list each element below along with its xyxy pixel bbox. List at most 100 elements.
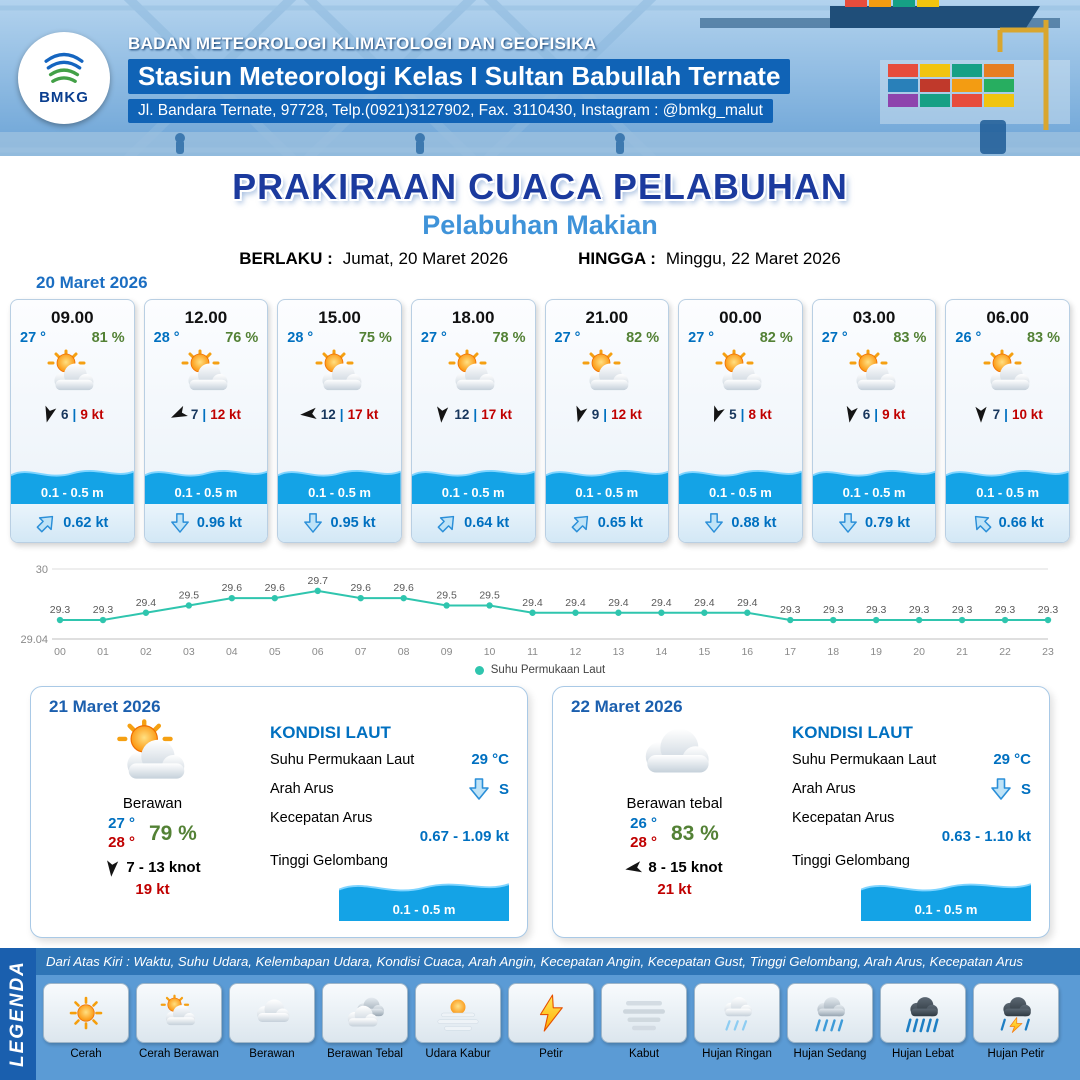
port-illustration (0, 0, 1080, 156)
sst-value: 29 °C (993, 751, 1031, 768)
sst-label: Suhu Permukaan Laut (270, 751, 415, 768)
daily-temp-min: 26 ° (630, 815, 657, 832)
wind-speed: 6 (862, 406, 871, 422)
svg-text:20: 20 (913, 646, 925, 658)
legend-item: Cerah (42, 983, 130, 1060)
wave-icon (545, 469, 669, 504)
wave-height: 0.1 - 0.5 m (709, 485, 772, 500)
light-rain-icon (713, 993, 761, 1033)
svg-text:13: 13 (613, 646, 625, 658)
humidity: 82 % (759, 330, 793, 346)
svg-text:30: 30 (36, 564, 48, 576)
wind-direction-icon (706, 402, 728, 426)
wave-height: 0.1 - 0.5 m (40, 485, 104, 500)
air-temp: 27 ° (554, 330, 581, 346)
current-direction-icon (303, 511, 323, 535)
wind-row: 5 | 8 kt (709, 404, 772, 424)
wave-height-label: Tinggi Gelombang (270, 853, 388, 869)
svg-text:17: 17 (784, 646, 796, 658)
forecast-card: 00.00 27 ° 82 % 5 | 8 kt 0.1 - 0.5 m 0.88… (678, 299, 803, 543)
wind-direction-icon (298, 405, 319, 423)
air-temp: 27 ° (688, 330, 715, 346)
current-speed: 0.96 kt (196, 515, 243, 531)
chart-legend-label: Suhu Permukaan Laut (490, 664, 606, 676)
current-speed: 0.66 kt (998, 515, 1044, 531)
wind-row: 9 | 12 kt (572, 404, 642, 424)
wave-icon (946, 469, 1069, 504)
wave-height: 0.1 - 0.5 m (308, 485, 371, 500)
wave-icon (411, 469, 535, 504)
forecast-card-row: 09.00 27 ° 81 % 6 | 9 kt 0.1 - 0.5 m 0.62… (10, 299, 1070, 543)
current-row: 0.88 kt (679, 504, 802, 542)
current-row: 0.62 kt (11, 504, 134, 542)
wind-row: 12 | 17 kt (298, 404, 378, 424)
wind-direction-icon (166, 403, 191, 426)
wave-height-band: 0.1 - 0.5 m (545, 460, 669, 504)
title-block: PRAKIRAAN CUACA PELABUHAN Pelabuhan Maki… (0, 156, 1080, 269)
svg-text:29.04: 29.04 (20, 634, 48, 646)
wave-height: 0.1 - 0.5 m (842, 485, 906, 500)
wave-height-band: 0.1 - 0.5 m (946, 460, 1069, 504)
wave-height-value: 0.1 - 0.5 m (914, 902, 978, 917)
current-speed: 0.88 kt (731, 515, 777, 531)
wind-gust: 9 kt (80, 406, 104, 422)
svg-text:29.3: 29.3 (1038, 604, 1059, 616)
sun-cloud-icon (308, 348, 372, 400)
current-speed-label: Kecepatan Arus (270, 810, 373, 826)
svg-text:02: 02 (140, 646, 152, 658)
svg-text:29.3: 29.3 (995, 604, 1016, 616)
air-temp: 27 ° (420, 330, 447, 346)
moderate-rain-icon (806, 993, 854, 1033)
current-row: 0.64 kt (411, 504, 535, 542)
sun-cloud-icon (174, 348, 238, 400)
svg-text:06: 06 (312, 646, 324, 658)
wind-gust: 17 kt (481, 406, 512, 422)
wind-speed: 12 (320, 406, 336, 422)
current-speed-value: 0.63 - 1.10 kt (941, 828, 1031, 845)
cloud-icon (627, 717, 723, 793)
validity-row: BERLAKU : Jumat, 20 Maret 2026 HINGGA : … (0, 249, 1080, 269)
forecast-card: 18.00 27 ° 78 % 12 | 17 kt 0.1 - 0.5 m 0.… (410, 299, 536, 543)
wind-speed: 7 (190, 406, 199, 422)
sst-chart-section: 30 29.04 29.3 00 29.3 01 29.4 02 29.5 03 29.6 04 29.… (0, 543, 1080, 676)
current-speed-value: 0.67 - 1.09 kt (419, 828, 509, 845)
svg-text:14: 14 (656, 646, 668, 658)
daily-wind: 7 - 13 knot (126, 859, 201, 876)
sea-conditions-title: KONDISI LAUT (792, 723, 913, 742)
air-temp: 27 ° (821, 330, 848, 346)
haze-icon (434, 993, 482, 1033)
svg-text:29.3: 29.3 (952, 604, 973, 616)
svg-text:29.3: 29.3 (909, 604, 930, 616)
svg-text:15: 15 (699, 646, 711, 658)
station-address: Jl. Bandara Ternate, 97728, Telp.(0921)3… (128, 98, 773, 123)
bmkg-logo-text: BMKG (39, 89, 89, 106)
svg-text:29.3: 29.3 (50, 604, 71, 616)
wind-gust: 8 kt (748, 406, 772, 422)
daily-gust: 19 kt (135, 880, 170, 898)
hingga-label: HINGGA : (578, 249, 656, 268)
lightning-icon (527, 993, 575, 1033)
wind-direction-icon (973, 404, 989, 424)
daily-condition: Berawan (122, 795, 183, 812)
forecast-card: 12.00 28 ° 76 % 7 | 12 kt 0.1 - 0.5 m 0.9… (143, 299, 269, 543)
wave-height: 0.1 - 0.5 m (174, 485, 238, 500)
legend-item: Hujan Petir (972, 983, 1060, 1060)
current-speed: 0.95 kt (330, 515, 376, 531)
wind-separator: | (72, 406, 77, 422)
thunderstorm-icon (992, 993, 1040, 1033)
humidity: 82 % (626, 330, 660, 346)
legend-item: Berawan (228, 983, 316, 1060)
sun-cloud-icon (155, 993, 203, 1033)
svg-text:12: 12 (570, 646, 582, 658)
svg-text:29.6: 29.6 (265, 582, 286, 594)
forecast-card: 06.00 26 ° 83 % 7 | 10 kt 0.1 - 0.5 m 0.6… (945, 299, 1070, 543)
svg-text:23: 23 (1042, 646, 1054, 658)
svg-text:29.6: 29.6 (222, 582, 243, 594)
wind-direction-icon (39, 402, 60, 425)
forecast-date: 20 Maret 2026 (36, 273, 148, 292)
sst-label: Suhu Permukaan Laut (792, 751, 937, 768)
svg-text:29.5: 29.5 (179, 589, 200, 601)
wave-height-band: 0.1 - 0.5 m (144, 460, 268, 504)
current-speed-label: Kecepatan Arus (792, 810, 895, 826)
